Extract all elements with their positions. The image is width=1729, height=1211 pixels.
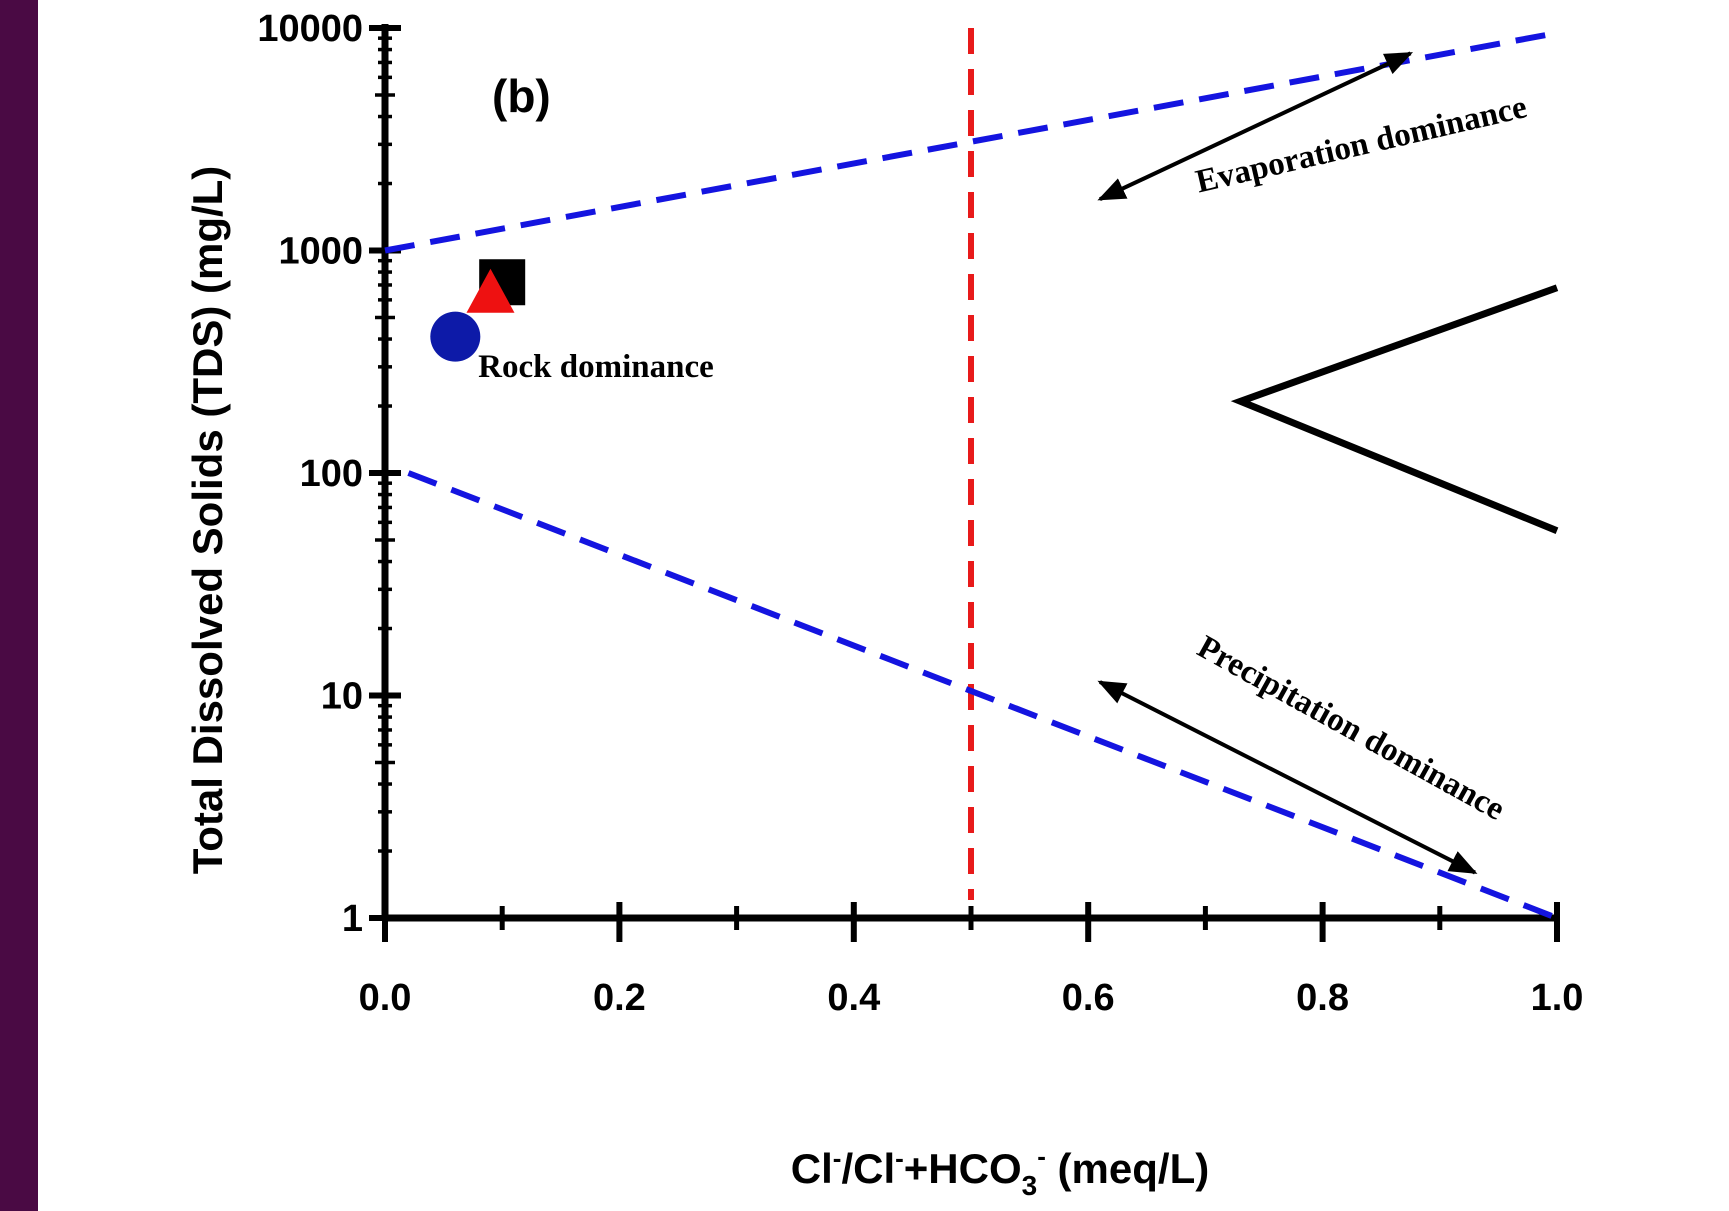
x-title-sub: 3: [1022, 1170, 1038, 1201]
evaporation-arrow: [1097, 51, 1414, 202]
x-title-mid: /Cl: [841, 1145, 895, 1192]
y-tick-label: 100: [300, 453, 363, 495]
y-tick-label: 10: [321, 676, 363, 718]
x-title-cl: Cl: [791, 1145, 833, 1192]
x-title-mid2: +HCO: [904, 1145, 1022, 1192]
y-axis-title: Total Dissolved Solids (TDS) (mg/L): [184, 166, 231, 875]
x-tick-label: 1.0: [1531, 977, 1584, 1019]
x-title-unit: (meq/L): [1046, 1145, 1209, 1192]
x-tick-label: 0.6: [1062, 977, 1115, 1019]
lower-boundary-curve: [407, 470, 1559, 921]
x-tick-label: 0.2: [593, 977, 646, 1019]
x-title-sup1: -: [833, 1143, 842, 1173]
panel-label: (b): [492, 70, 551, 122]
x-axis-title: Cl-/Cl-+HCO3- (meq/L): [791, 1141, 1209, 1201]
gibbs-envelope: [1230, 284, 1559, 535]
point-triangle: [466, 268, 515, 313]
x-tick-label: 0.8: [1296, 977, 1349, 1019]
y-tick-label: 1000: [278, 231, 363, 273]
x-title-sup2: -: [895, 1143, 904, 1173]
y-tick-label: 1: [342, 898, 363, 940]
left-color-band: [0, 0, 38, 1211]
y-tick-label: 10000: [257, 8, 363, 50]
rock-label: Rock dominance: [478, 349, 714, 385]
x-title-sup3: -: [1037, 1141, 1046, 1171]
x-tick-label: 0.0: [359, 977, 412, 1019]
x-tick-label: 0.4: [827, 977, 880, 1019]
point-circle: [430, 311, 481, 362]
precipitation-arrow: [1097, 680, 1478, 875]
evaporation-label: Evaporation dominance: [1193, 89, 1531, 200]
